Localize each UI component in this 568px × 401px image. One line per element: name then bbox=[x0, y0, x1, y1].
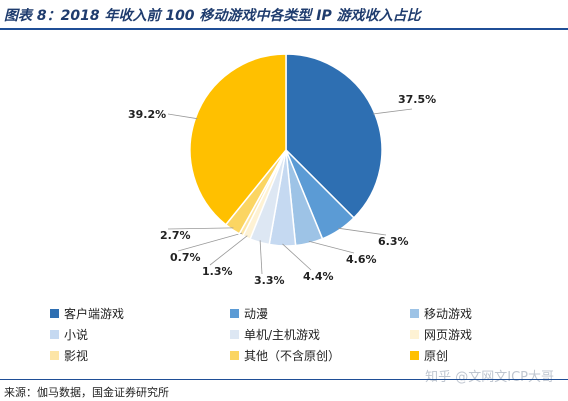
legend-label: 其他（不含原创） bbox=[244, 349, 341, 363]
chart-title: 图表 8：2018 年收入前 100 移动游戏中各类型 IP 游戏收入占比 bbox=[4, 8, 421, 24]
leader-line bbox=[282, 243, 312, 271]
leader-line bbox=[372, 108, 413, 115]
legend-label: 影视 bbox=[64, 349, 89, 363]
leader-line bbox=[177, 232, 243, 252]
legend-swatch bbox=[50, 330, 59, 339]
legend-item: 其他（不含原创） bbox=[230, 347, 340, 364]
legend-swatch bbox=[50, 351, 59, 360]
slice-label: 1.3% bbox=[202, 265, 233, 278]
slice-label: 0.7% bbox=[170, 251, 201, 264]
pie-chart: 37.5% 6.3%4.6% 4.4% 3.3% 1.3%0.7% 2.7% 39.2% bbox=[128, 53, 436, 287]
leader-line bbox=[167, 227, 234, 230]
legend-swatch bbox=[230, 351, 239, 360]
leader-line bbox=[167, 113, 198, 120]
legend-item: 移动游戏 bbox=[410, 305, 472, 322]
legend-item: 动漫 bbox=[230, 305, 268, 322]
legend-label: 移动游戏 bbox=[424, 307, 473, 321]
leader-line bbox=[338, 227, 387, 236]
legend-swatch bbox=[230, 330, 239, 339]
slice-label: 39.2% bbox=[128, 108, 166, 121]
leader-line bbox=[209, 235, 248, 266]
legend-label: 单机/主机游戏 bbox=[244, 328, 321, 342]
legend-label: 动漫 bbox=[244, 307, 269, 321]
legend-item: 网页游戏 bbox=[410, 326, 472, 343]
legend-label: 小说 bbox=[64, 328, 89, 342]
legend-label: 原创 bbox=[424, 349, 449, 363]
watermark: 知乎 @文网文ICP大哥 bbox=[425, 370, 554, 385]
legend-label: 网页游戏 bbox=[424, 328, 473, 342]
legend-label: 客户端游戏 bbox=[64, 307, 125, 321]
legend-item: 原创 bbox=[410, 347, 448, 364]
slice-label: 4.4% bbox=[303, 270, 334, 283]
slice-label: 3.3% bbox=[254, 274, 285, 287]
legend-swatch bbox=[50, 309, 59, 318]
leader-line bbox=[308, 240, 355, 254]
leader-line bbox=[259, 240, 263, 275]
title-rule bbox=[0, 28, 568, 30]
source-note: 来源：伽马数据，国金证券研究所 bbox=[4, 386, 169, 399]
legend-item: 单机/主机游戏 bbox=[230, 326, 320, 343]
legend-item: 客户端游戏 bbox=[50, 305, 124, 322]
slice-label: 6.3% bbox=[378, 235, 409, 248]
slice-label: 4.6% bbox=[346, 253, 377, 266]
slice-label: 2.7% bbox=[160, 229, 191, 242]
legend-swatch bbox=[230, 309, 239, 318]
legend-swatch bbox=[410, 351, 419, 360]
pie-slice bbox=[285, 53, 383, 219]
slice-label: 37.5% bbox=[398, 93, 436, 106]
legend-swatch bbox=[410, 330, 419, 339]
legend-item: 小说 bbox=[50, 326, 88, 343]
source-rule bbox=[0, 379, 568, 380]
legend-swatch bbox=[410, 309, 419, 318]
legend-item: 影视 bbox=[50, 347, 88, 364]
